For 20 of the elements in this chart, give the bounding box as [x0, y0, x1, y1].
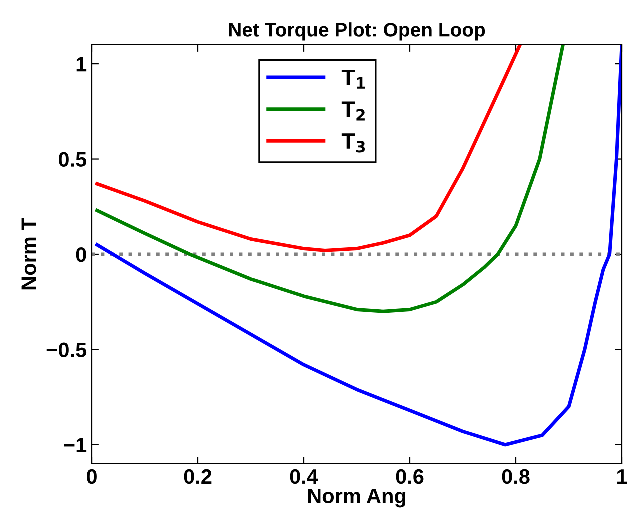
x-tick-label: 0: [87, 469, 97, 484]
x-axis-title: Norm Ang: [308, 488, 406, 508]
y-tick-label: −1: [64, 438, 87, 453]
y-tick-label: −0.5: [46, 342, 87, 358]
x-tick-label: 0.6: [396, 469, 424, 484]
legend-label: T$_{2}$: [342, 102, 365, 121]
x-tick-label: 0.2: [184, 469, 212, 484]
line-series: [96, 45, 622, 447]
legend-label: T$_{3}$: [342, 134, 366, 153]
y-tick-label: 0: [76, 248, 86, 262]
y-axis-title: Norm T: [22, 218, 36, 290]
line-series: [96, 45, 565, 314]
y-tick-label: 0.5: [59, 152, 87, 168]
chart-title: Net Torque Plot: Open Loop: [229, 22, 486, 41]
x-tick-label: 1: [618, 470, 628, 484]
x-tick-label: 0.8: [502, 469, 530, 484]
x-tick-label: 0.4: [290, 469, 318, 484]
y-tick-label: 1: [76, 57, 87, 72]
legend-label: T$_{1}$: [342, 70, 366, 89]
line-series: [96, 45, 522, 252]
